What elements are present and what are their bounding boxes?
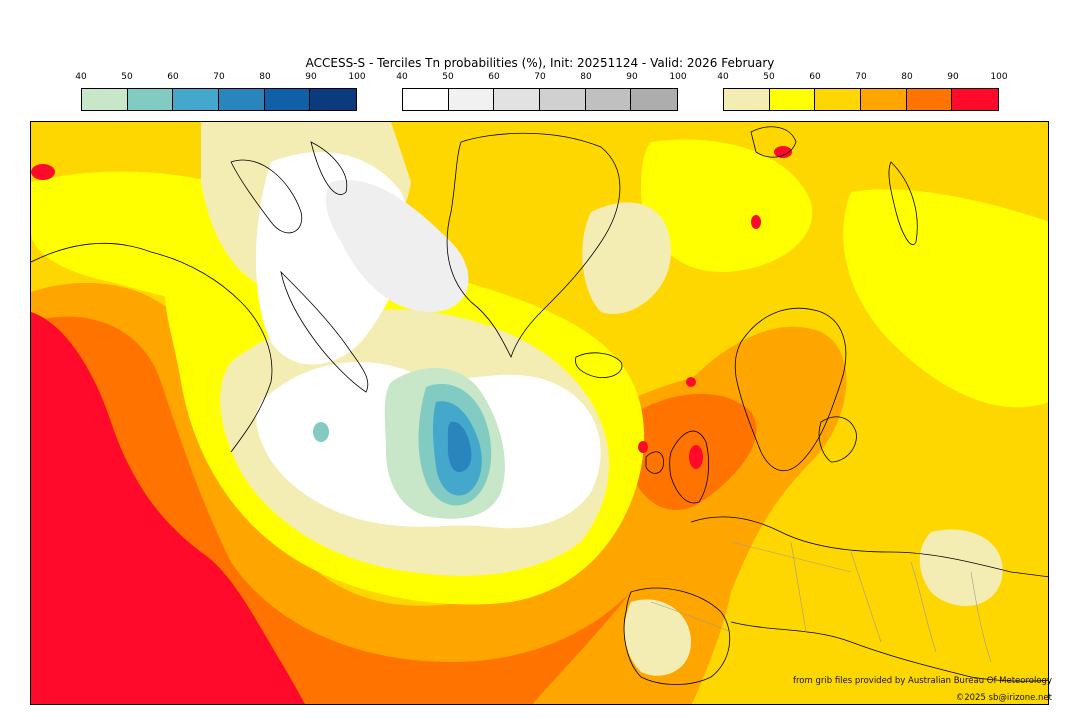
legend-swatch	[264, 89, 311, 110]
legend-swatch	[769, 89, 816, 110]
legend-colorbar	[402, 88, 678, 111]
field-darkblue	[447, 421, 472, 472]
field-red-spot-uk	[689, 445, 703, 469]
field-pale-spain	[624, 599, 691, 676]
coast-novaya-zemlya	[888, 161, 918, 245]
legend-swatch	[861, 89, 907, 110]
legend-tick-label: 50	[121, 72, 133, 82]
field-red	[31, 312, 305, 704]
legend-swatch	[219, 89, 265, 110]
field-yellow-east	[843, 189, 1048, 408]
field-red-spot-arctic	[774, 146, 792, 158]
field-teal-small	[313, 422, 329, 442]
legend-tick-label: 70	[534, 72, 546, 82]
legend-tick-label: 60	[167, 72, 179, 82]
legend-tick-label: 50	[442, 72, 454, 82]
legend-tick-label: 90	[947, 72, 959, 82]
field-darkorange-north	[619, 393, 757, 511]
legend-tick-label: 40	[717, 72, 729, 82]
credit-copyright: ©2025 sb@irizone.net	[955, 693, 1052, 703]
legend-swatch	[448, 89, 495, 110]
field-red-spot-ireland	[638, 441, 648, 453]
coast-canada-arctic	[230, 141, 348, 234]
coast-uk	[645, 430, 710, 504]
legend-swatch	[724, 89, 770, 110]
legend-tick-label: 100	[348, 72, 366, 82]
field-lightgrey	[325, 180, 469, 312]
legend-ticks: 40 50 60 70 80 90 100	[396, 72, 686, 86]
map-title: ACCESS-S - Terciles Tn probabilities (%)…	[305, 56, 775, 70]
legend-swatch	[631, 89, 678, 110]
coastlines	[31, 126, 1048, 685]
legend-tick-label: 70	[855, 72, 867, 82]
legend-swatch	[906, 89, 953, 110]
legend-tick-label: 80	[259, 72, 271, 82]
country-borders	[650, 541, 992, 663]
legend-colorbar	[81, 88, 357, 111]
field-pale-balkan	[919, 529, 1003, 606]
legend-swatch	[540, 89, 586, 110]
coast-north-america	[31, 242, 273, 453]
legend-swatch	[127, 89, 174, 110]
legend-swatch	[310, 89, 357, 110]
legend-ticks: 40 50 60 70 80 90 100	[717, 72, 1007, 86]
legend-swatch	[403, 89, 449, 110]
coast-iceland	[575, 352, 623, 379]
legend-tick-label: 90	[305, 72, 317, 82]
legend-swatch	[585, 89, 632, 110]
legend-swatch	[494, 89, 541, 110]
legend-near-normal: 40 50 60 70 80 90 100	[396, 72, 687, 111]
field-red-spot-norway	[686, 377, 696, 387]
legend-tick-label: 90	[626, 72, 638, 82]
legend-tick-label: 70	[213, 72, 225, 82]
legend-colorbar	[723, 88, 999, 111]
legend-ticks: 40 50 60 70 80 90 100	[75, 72, 365, 86]
legend-tick-label: 100	[990, 72, 1008, 82]
legend-tick-label: 50	[763, 72, 775, 82]
credit-source: from grib files provided by Australian B…	[792, 676, 1052, 686]
legend-tick-label: 60	[488, 72, 500, 82]
legend-below-normal: 40 50 60 70 80 90 100	[75, 72, 366, 111]
legend-swatch	[952, 89, 999, 110]
coast-svalbard	[750, 126, 797, 158]
coast-labrador	[280, 270, 369, 393]
coast-iberia	[623, 587, 730, 685]
coast-greenland	[446, 132, 621, 359]
map-canvas	[31, 122, 1048, 704]
coast-baltic	[818, 416, 857, 463]
legend-tick-label: 60	[809, 72, 821, 82]
legend-swatch	[82, 89, 128, 110]
field-yellow-ne	[641, 139, 813, 272]
legend-tick-label: 40	[75, 72, 87, 82]
legend-tick-label: 80	[901, 72, 913, 82]
field-red-spot-nw	[31, 164, 55, 180]
coast-scandinavia	[734, 308, 847, 472]
legend-above-normal: 40 50 60 70 80 90 100	[717, 72, 1008, 111]
probability-map	[30, 121, 1049, 705]
field-red-spot-svalbard	[751, 215, 761, 229]
legend-tick-label: 80	[580, 72, 592, 82]
legend-swatch	[815, 89, 862, 110]
legend-swatch	[173, 89, 220, 110]
coast-mediterranean	[730, 621, 1048, 682]
coast-europe	[690, 516, 1048, 578]
field-pale-east	[582, 202, 671, 314]
legend-tick-label: 100	[669, 72, 687, 82]
legend-tick-label: 40	[396, 72, 408, 82]
